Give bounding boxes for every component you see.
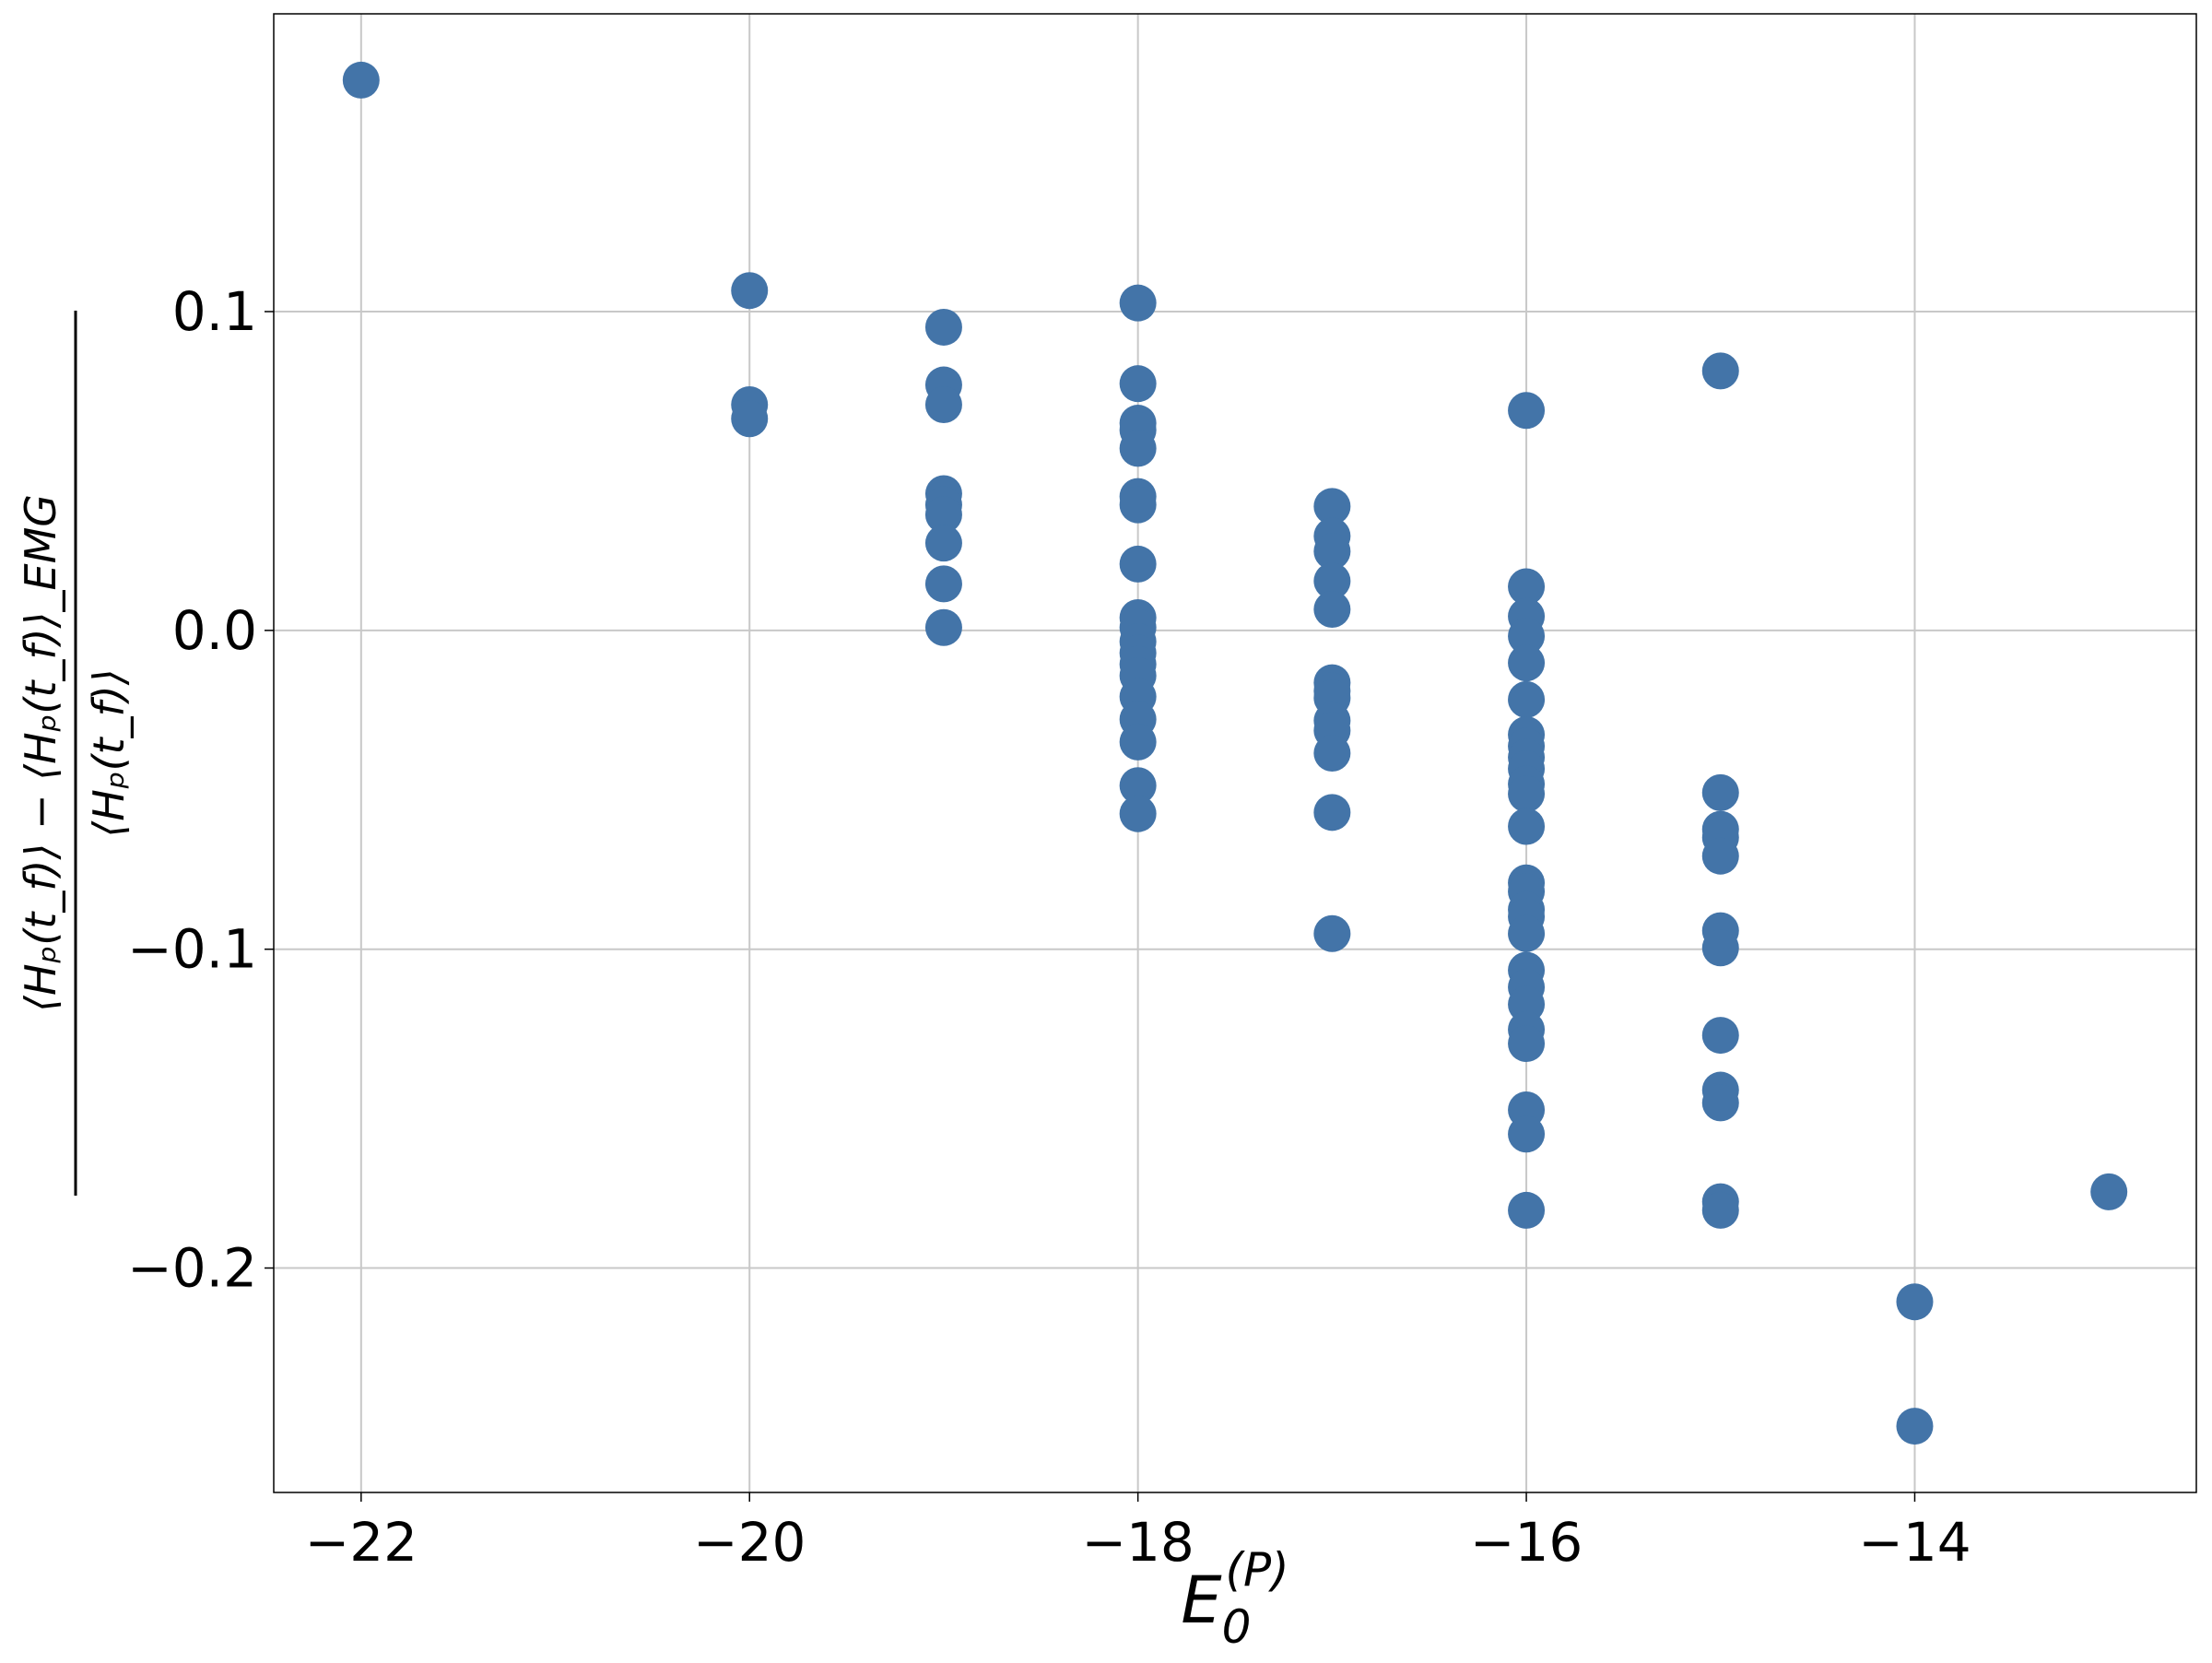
point	[1508, 775, 1546, 813]
point	[1508, 1191, 1546, 1229]
point	[1313, 562, 1351, 600]
point	[1508, 680, 1546, 718]
point	[1313, 533, 1351, 571]
point	[1119, 767, 1157, 805]
point	[1701, 837, 1739, 875]
x-tick-label: −20	[693, 1511, 806, 1574]
point	[1701, 1084, 1739, 1122]
point	[1508, 1025, 1546, 1063]
point	[1119, 430, 1157, 467]
point	[1119, 795, 1157, 832]
x-label-sup: (P)	[1225, 1543, 1288, 1597]
point	[1313, 735, 1351, 772]
x-label-base: E	[1181, 1563, 1222, 1638]
point	[1313, 488, 1351, 525]
x-axis-label: E0(P)	[1181, 1543, 1288, 1654]
point	[924, 565, 962, 603]
point	[1119, 365, 1157, 403]
point	[1701, 929, 1739, 967]
point	[2090, 1173, 2128, 1210]
x-tick-label: −16	[1470, 1511, 1583, 1574]
y-label-numerator: ⟨Hₚ(t_f)⟩ − ⟨Hₚ(t_f)⟩_EMG	[16, 494, 65, 1012]
y-label-denominator: ⟨Hₚ(t_f)⟩	[84, 668, 134, 837]
point	[924, 308, 962, 346]
point	[1313, 914, 1351, 952]
point	[1508, 1115, 1546, 1153]
point	[342, 61, 380, 99]
x-label-sub: 0	[1222, 1600, 1252, 1654]
point	[1896, 1283, 1934, 1321]
point	[1508, 914, 1546, 952]
x-tick-label: −22	[305, 1511, 418, 1574]
point	[1701, 1191, 1739, 1229]
point	[1896, 1408, 1934, 1445]
y-tick-label: −0.1	[127, 918, 257, 981]
x-tick-label: −18	[1081, 1511, 1194, 1574]
y-tick-label: 0.0	[172, 599, 257, 662]
point	[924, 385, 962, 423]
point	[1508, 392, 1546, 430]
y-axis-label: ⟨Hₚ(t_f)⟩ − ⟨Hₚ(t_f)⟩_EMG ⟨Hₚ(t_f)⟩	[16, 311, 134, 1196]
y-tick-label: 0.1	[172, 280, 257, 343]
point	[1508, 618, 1546, 655]
point	[924, 496, 962, 534]
point	[1119, 284, 1157, 322]
point	[1313, 794, 1351, 832]
point	[731, 400, 769, 438]
point	[924, 525, 962, 562]
points	[342, 61, 2128, 1445]
point	[1508, 644, 1546, 682]
point	[1508, 808, 1546, 845]
point	[1119, 723, 1157, 761]
y-tick-label: −0.2	[127, 1237, 257, 1300]
point	[1701, 352, 1739, 390]
point	[1313, 591, 1351, 629]
point	[1508, 568, 1546, 606]
tick-labels: −22 −20 −18 −16 −14 −0.2 −0.1 0.0 0.1	[127, 280, 1971, 1574]
point	[1508, 985, 1546, 1023]
point	[1119, 545, 1157, 583]
point	[1119, 486, 1157, 524]
point	[731, 272, 769, 310]
x-tick-label: −14	[1858, 1511, 1971, 1574]
grid	[274, 14, 2196, 1492]
point	[1701, 1017, 1739, 1055]
point	[1701, 773, 1739, 811]
plot-frame	[273, 13, 2197, 1493]
point	[924, 608, 962, 646]
